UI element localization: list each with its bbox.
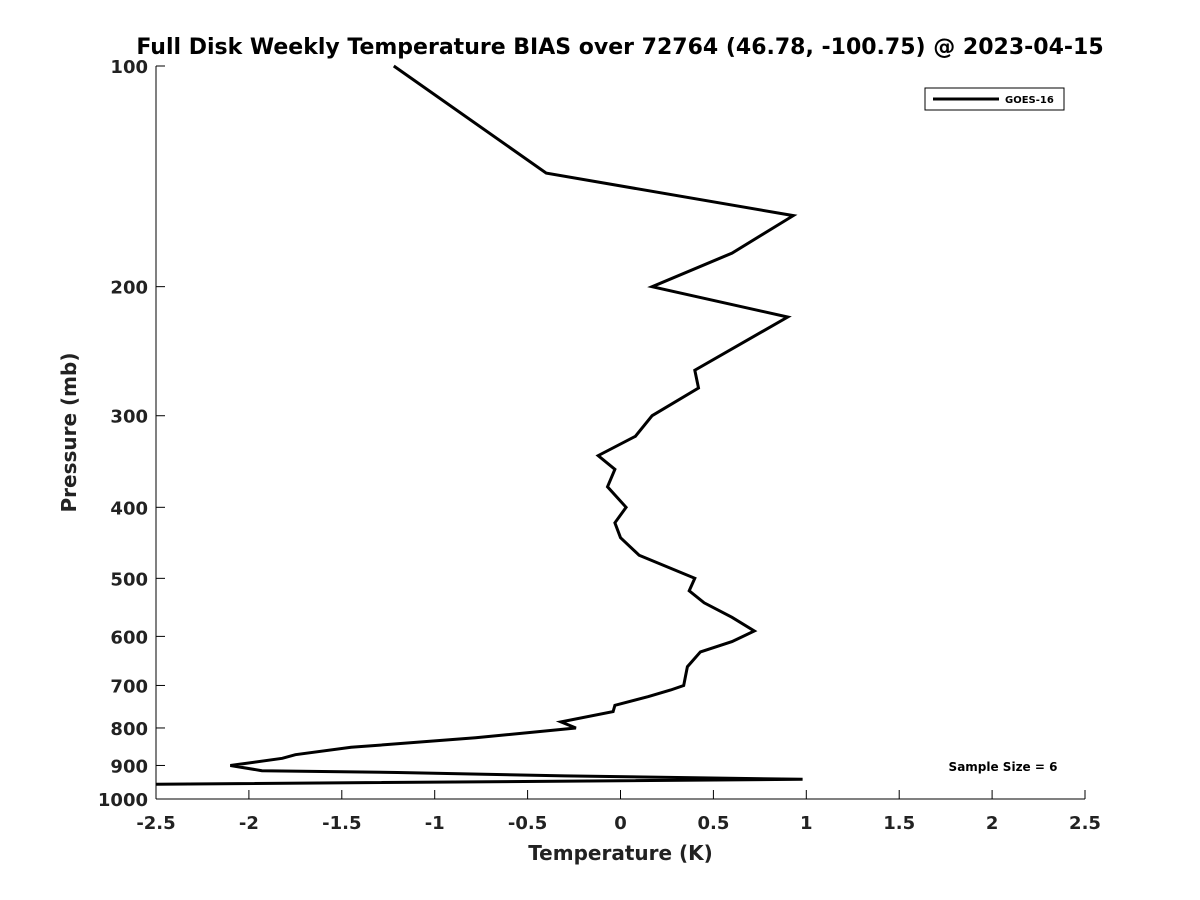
x-tick-label: 0 bbox=[614, 813, 627, 834]
x-tick-label: -1 bbox=[425, 813, 445, 834]
y-tick-label: 800 bbox=[110, 719, 148, 740]
y-tick-label: 200 bbox=[110, 278, 148, 299]
series-group bbox=[155, 64, 803, 786]
x-tick-label: 2.5 bbox=[1069, 813, 1101, 834]
y-tick-label: 100 bbox=[110, 57, 148, 78]
x-tick-label: -2 bbox=[239, 813, 259, 834]
y-tick-label: 300 bbox=[110, 407, 148, 428]
y-tick-label: 1000 bbox=[98, 790, 148, 811]
y-tick-label: 700 bbox=[110, 676, 148, 697]
x-tick-label: -1.5 bbox=[322, 813, 361, 834]
x-axis-ticks: -2.5 -2 -1.5 -1 -0.5 0 0.5 1 1.5 2 2.5 bbox=[136, 790, 1101, 834]
y-tick-label: 400 bbox=[110, 498, 148, 519]
chart-title: Full Disk Weekly Temperature BIAS over 7… bbox=[136, 35, 1103, 60]
x-tick-label: 1.5 bbox=[883, 813, 915, 834]
x-tick-label: 0.5 bbox=[697, 813, 729, 834]
y-axis-ticks: 100 200 300 400 500 600 700 800 900 1000 bbox=[98, 57, 165, 811]
series-line-goes-16 bbox=[155, 64, 803, 786]
y-tick-label: 500 bbox=[110, 569, 148, 590]
x-tick-label: -2.5 bbox=[136, 813, 175, 834]
x-tick-label: 2 bbox=[986, 813, 999, 834]
y-axis-label: Pressure (mb) bbox=[57, 353, 81, 513]
y-tick-label: 600 bbox=[110, 627, 148, 648]
x-tick-label: -0.5 bbox=[508, 813, 547, 834]
x-axis-label: Temperature (K) bbox=[528, 841, 713, 865]
plot-area: -2.5 -2 -1.5 -1 -0.5 0 0.5 1 1.5 2 2.5 100 200 300 40… bbox=[98, 57, 1101, 834]
legend: GOES-16 bbox=[924, 87, 1065, 111]
x-tick-label: 1 bbox=[800, 813, 813, 834]
legend-label-goes-16: GOES-16 bbox=[1005, 95, 1054, 106]
sample-size-annotation: Sample Size = 6 bbox=[949, 760, 1058, 774]
y-tick-label: 900 bbox=[110, 756, 148, 777]
